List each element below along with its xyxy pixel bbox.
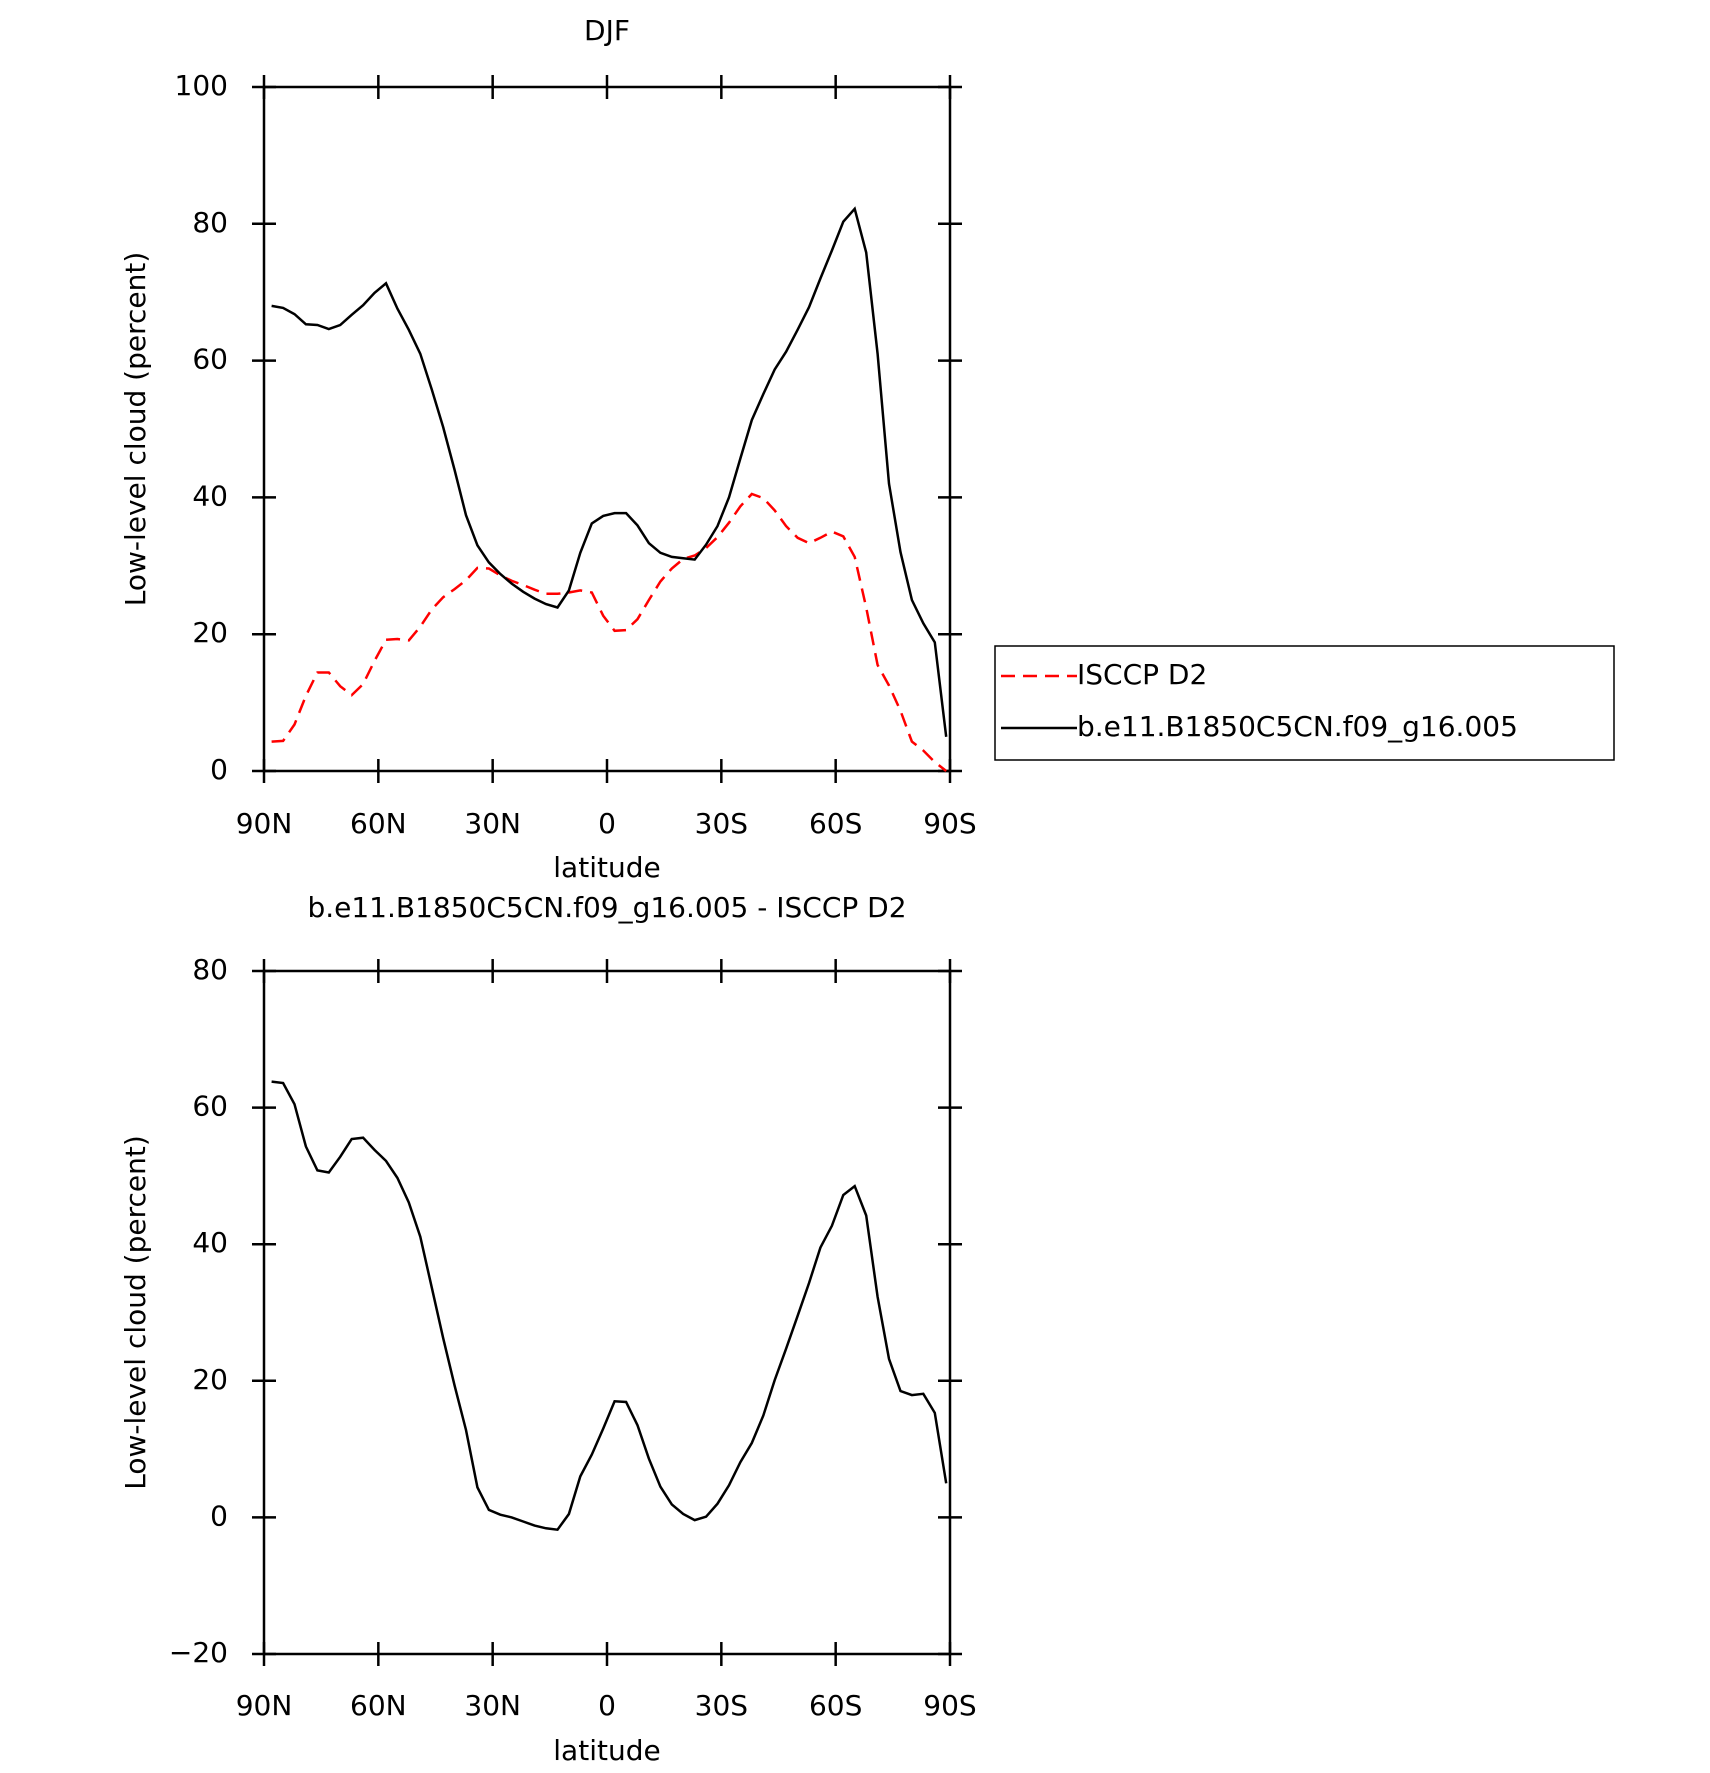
y-tick-label: 60 <box>192 343 228 376</box>
y-axis-label: Low-level cloud (percent) <box>119 252 152 607</box>
y-tick-label: 20 <box>192 1363 228 1396</box>
y-tick-label: 80 <box>192 206 228 239</box>
y-tick-label: 0 <box>210 753 228 786</box>
y-tick-label: 40 <box>192 479 228 512</box>
x-tick-label: 30N <box>464 807 521 840</box>
x-axis-label: latitude <box>553 1734 660 1767</box>
x-tick-label: 90N <box>236 1689 293 1722</box>
x-tick-label: 0 <box>598 807 616 840</box>
y-tick-label: 20 <box>192 616 228 649</box>
y-axis-label: Low-level cloud (percent) <box>119 1135 152 1490</box>
series-line <box>271 206 948 737</box>
x-tick-label: 60S <box>809 1689 862 1722</box>
plot-frame <box>262 969 952 1656</box>
y-tick-label: 40 <box>192 1226 228 1259</box>
x-tick-label: 0 <box>598 1689 616 1722</box>
series-line <box>271 492 947 772</box>
x-tick-label: 30S <box>695 1689 748 1722</box>
legend-label: ISCCP D2 <box>1077 658 1207 691</box>
y-tick-label: 80 <box>192 953 228 986</box>
x-tick-label: 60S <box>809 807 862 840</box>
series-line <box>271 1080 948 1532</box>
x-tick-label: 30S <box>695 807 748 840</box>
plot-frame <box>262 85 952 773</box>
y-tick-label: 60 <box>192 1090 228 1123</box>
x-tick-label: 60N <box>350 1689 407 1722</box>
y-tick-label: 0 <box>210 1499 228 1532</box>
chart-title: DJF <box>584 14 630 47</box>
x-tick-label: 30N <box>464 1689 521 1722</box>
legend-box <box>994 645 1615 761</box>
legend-label: b.e11.B1850C5CN.f09_g16.005 <box>1077 710 1518 743</box>
x-tick-label: 90S <box>923 807 976 840</box>
x-axis-label: latitude <box>553 851 660 884</box>
x-tick-label: 90N <box>236 807 293 840</box>
chart-title: b.e11.B1850C5CN.f09_g16.005 - ISCCP D2 <box>307 891 906 924</box>
y-tick-label: 100 <box>175 69 228 102</box>
y-tick-label: −20 <box>169 1636 228 1669</box>
x-tick-label: 90S <box>923 1689 976 1722</box>
x-tick-label: 60N <box>350 807 407 840</box>
